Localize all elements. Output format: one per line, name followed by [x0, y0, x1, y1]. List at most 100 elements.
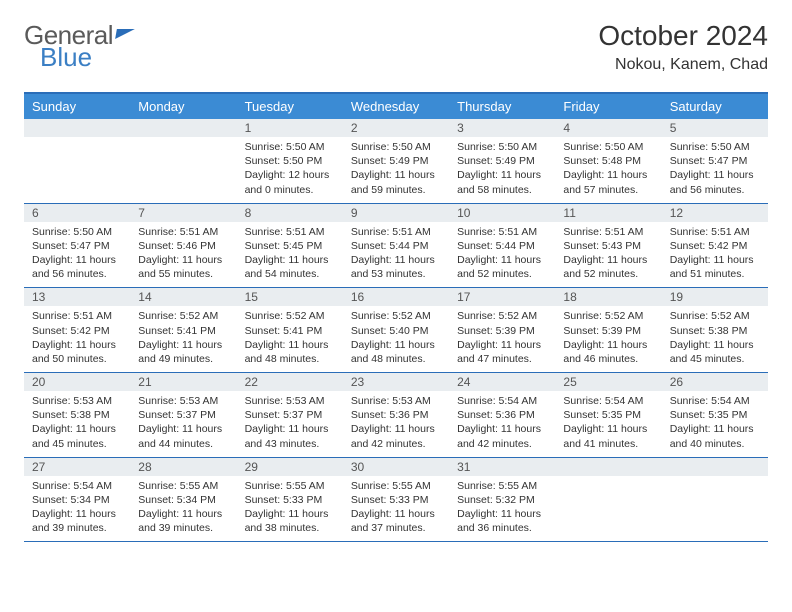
day-data: Sunrise: 5:54 AMSunset: 5:35 PMDaylight:…: [555, 391, 661, 457]
daylight-text: Daylight: 11 hours and 47 minutes.: [457, 338, 547, 366]
day-number: 9: [343, 204, 449, 222]
calendar-day-cell: 30Sunrise: 5:55 AMSunset: 5:33 PMDayligh…: [343, 457, 449, 542]
calendar-day-cell: 8 Sunrise: 5:51 AMSunset: 5:45 PMDaylight…: [237, 203, 343, 288]
day-number: [130, 119, 236, 137]
calendar-day-cell: 11Sunrise: 5:51 AMSunset: 5:43 PMDayligh…: [555, 203, 661, 288]
daylight-text: Daylight: 11 hours and 39 minutes.: [138, 507, 228, 535]
day-number: 5: [662, 119, 768, 137]
day-data: Sunrise: 5:50 AMSunset: 5:50 PMDaylight:…: [237, 137, 343, 203]
day-number: 2: [343, 119, 449, 137]
day-number: 30: [343, 458, 449, 476]
day-data: [24, 137, 130, 146]
sunrise-text: Sunrise: 5:54 AM: [563, 394, 653, 408]
calendar-day-cell: 25Sunrise: 5:54 AMSunset: 5:35 PMDayligh…: [555, 373, 661, 458]
sunset-text: Sunset: 5:40 PM: [351, 324, 441, 338]
day-data: Sunrise: 5:54 AMSunset: 5:35 PMDaylight:…: [662, 391, 768, 457]
sunset-text: Sunset: 5:44 PM: [351, 239, 441, 253]
sunset-text: Sunset: 5:35 PM: [670, 408, 760, 422]
day-number: 23: [343, 373, 449, 391]
day-data: Sunrise: 5:51 AMSunset: 5:44 PMDaylight:…: [449, 222, 555, 288]
calendar-day-cell: 3Sunrise: 5:50 AMSunset: 5:49 PMDaylight…: [449, 119, 555, 203]
sunrise-text: Sunrise: 5:51 AM: [245, 225, 335, 239]
header: General October 2024 Nokou, Kanem, Chad: [24, 20, 768, 74]
day-data: Sunrise: 5:51 AMSunset: 5:44 PMDaylight:…: [343, 222, 449, 288]
sunrise-text: Sunrise: 5:50 AM: [563, 140, 653, 154]
calendar-day-cell: 2Sunrise: 5:50 AMSunset: 5:49 PMDaylight…: [343, 119, 449, 203]
calendar-table: Sunday Monday Tuesday Wednesday Thursday…: [24, 92, 768, 542]
day-data: Sunrise: 5:52 AMSunset: 5:39 PMDaylight:…: [555, 306, 661, 372]
day-data: Sunrise: 5:55 AMSunset: 5:33 PMDaylight:…: [237, 476, 343, 542]
day-number: 8: [237, 204, 343, 222]
daylight-text: Daylight: 11 hours and 52 minutes.: [457, 253, 547, 281]
calendar-day-cell: 28Sunrise: 5:55 AMSunset: 5:34 PMDayligh…: [130, 457, 236, 542]
sunrise-text: Sunrise: 5:50 AM: [32, 225, 122, 239]
sunset-text: Sunset: 5:42 PM: [670, 239, 760, 253]
calendar-day-cell: 17Sunrise: 5:52 AMSunset: 5:39 PMDayligh…: [449, 288, 555, 373]
location: Nokou, Kanem, Chad: [598, 56, 768, 74]
daylight-text: Daylight: 11 hours and 36 minutes.: [457, 507, 547, 535]
sunset-text: Sunset: 5:39 PM: [457, 324, 547, 338]
sunrise-text: Sunrise: 5:55 AM: [245, 479, 335, 493]
sunset-text: Sunset: 5:50 PM: [245, 154, 335, 168]
weekday-saturday: Saturday: [662, 93, 768, 119]
daylight-text: Daylight: 11 hours and 41 minutes.: [563, 422, 653, 450]
daylight-text: Daylight: 11 hours and 57 minutes.: [563, 168, 653, 196]
calendar-day-cell: [130, 119, 236, 203]
daylight-text: Daylight: 11 hours and 51 minutes.: [670, 253, 760, 281]
day-data: Sunrise: 5:53 AMSunset: 5:36 PMDaylight:…: [343, 391, 449, 457]
calendar-day-cell: 23Sunrise: 5:53 AMSunset: 5:36 PMDayligh…: [343, 373, 449, 458]
weekday-thursday: Thursday: [449, 93, 555, 119]
calendar-day-cell: 6Sunrise: 5:50 AMSunset: 5:47 PMDaylight…: [24, 203, 130, 288]
sunset-text: Sunset: 5:45 PM: [245, 239, 335, 253]
sunset-text: Sunset: 5:35 PM: [563, 408, 653, 422]
day-number: 27: [24, 458, 130, 476]
daylight-text: Daylight: 11 hours and 58 minutes.: [457, 168, 547, 196]
sunrise-text: Sunrise: 5:51 AM: [138, 225, 228, 239]
sunset-text: Sunset: 5:46 PM: [138, 239, 228, 253]
calendar-week-row: 1Sunrise: 5:50 AMSunset: 5:50 PMDaylight…: [24, 119, 768, 203]
daylight-text: Daylight: 11 hours and 46 minutes.: [563, 338, 653, 366]
day-data: Sunrise: 5:53 AMSunset: 5:37 PMDaylight:…: [130, 391, 236, 457]
sunrise-text: Sunrise: 5:52 AM: [138, 309, 228, 323]
weekday-friday: Friday: [555, 93, 661, 119]
month-title: October 2024: [598, 20, 768, 52]
daylight-text: Daylight: 11 hours and 43 minutes.: [245, 422, 335, 450]
day-number: 28: [130, 458, 236, 476]
day-data: Sunrise: 5:52 AMSunset: 5:39 PMDaylight:…: [449, 306, 555, 372]
day-number: 31: [449, 458, 555, 476]
day-data: Sunrise: 5:50 AMSunset: 5:47 PMDaylight:…: [662, 137, 768, 203]
sunset-text: Sunset: 5:44 PM: [457, 239, 547, 253]
sunrise-text: Sunrise: 5:50 AM: [245, 140, 335, 154]
sunset-text: Sunset: 5:37 PM: [138, 408, 228, 422]
sunrise-text: Sunrise: 5:53 AM: [32, 394, 122, 408]
day-data: Sunrise: 5:51 AMSunset: 5:42 PMDaylight:…: [24, 306, 130, 372]
daylight-text: Daylight: 11 hours and 48 minutes.: [351, 338, 441, 366]
calendar-day-cell: 7Sunrise: 5:51 AMSunset: 5:46 PMDaylight…: [130, 203, 236, 288]
sunrise-text: Sunrise: 5:55 AM: [457, 479, 547, 493]
day-data: [662, 476, 768, 485]
daylight-text: Daylight: 11 hours and 39 minutes.: [32, 507, 122, 535]
calendar-day-cell: [662, 457, 768, 542]
calendar-day-cell: 16Sunrise: 5:52 AMSunset: 5:40 PMDayligh…: [343, 288, 449, 373]
daylight-text: Daylight: 11 hours and 54 minutes.: [245, 253, 335, 281]
calendar-day-cell: 22Sunrise: 5:53 AMSunset: 5:37 PMDayligh…: [237, 373, 343, 458]
day-number: 1: [237, 119, 343, 137]
day-number: 20: [24, 373, 130, 391]
day-data: Sunrise: 5:51 AMSunset: 5:42 PMDaylight:…: [662, 222, 768, 288]
daylight-text: Daylight: 11 hours and 56 minutes.: [32, 253, 122, 281]
daylight-text: Daylight: 11 hours and 53 minutes.: [351, 253, 441, 281]
day-data: Sunrise: 5:54 AMSunset: 5:34 PMDaylight:…: [24, 476, 130, 542]
day-number: 7: [130, 204, 236, 222]
day-data: [555, 476, 661, 485]
sunrise-text: Sunrise: 5:50 AM: [457, 140, 547, 154]
day-number: 22: [237, 373, 343, 391]
day-data: Sunrise: 5:52 AMSunset: 5:40 PMDaylight:…: [343, 306, 449, 372]
day-data: Sunrise: 5:53 AMSunset: 5:38 PMDaylight:…: [24, 391, 130, 457]
weekday-monday: Monday: [130, 93, 236, 119]
daylight-text: Daylight: 11 hours and 38 minutes.: [245, 507, 335, 535]
daylight-text: Daylight: 11 hours and 37 minutes.: [351, 507, 441, 535]
sunrise-text: Sunrise: 5:51 AM: [563, 225, 653, 239]
sunrise-text: Sunrise: 5:51 AM: [351, 225, 441, 239]
day-number: 3: [449, 119, 555, 137]
day-data: Sunrise: 5:53 AMSunset: 5:37 PMDaylight:…: [237, 391, 343, 457]
